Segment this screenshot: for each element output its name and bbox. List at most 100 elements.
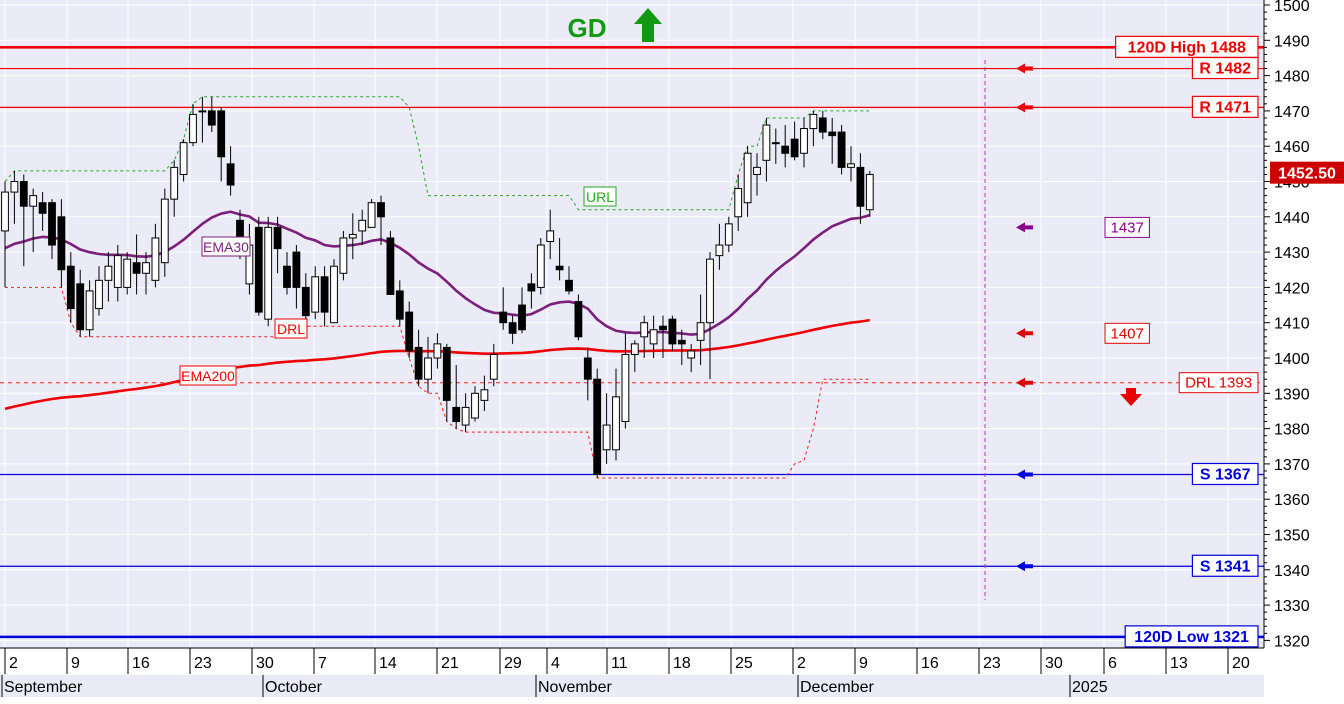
- candle-body-45: [424, 357, 432, 380]
- candle-32: [301, 273, 310, 323]
- candle-52: [489, 343, 498, 387]
- y-tick-label-1380: 1380: [1274, 422, 1310, 439]
- candle-body-9: [85, 290, 94, 331]
- indicator-label-0: 1437: [1111, 219, 1144, 236]
- ema30-tag-box: [201, 236, 251, 257]
- x-tick-label-20: 20: [1232, 655, 1250, 672]
- support-resistance-lines: [0, 46, 1264, 639]
- candle-5: [48, 199, 56, 260]
- candle-body-76: [715, 244, 724, 257]
- month-label-0: September: [4, 679, 83, 696]
- candle-body-52: [489, 353, 498, 380]
- level-arrow-2: [1016, 102, 1033, 113]
- candle-body-60: [565, 279, 573, 292]
- candle-75: [706, 252, 714, 380]
- x-tick-label-18: 6: [1108, 655, 1117, 672]
- candle-body-17: [160, 198, 169, 264]
- month-label-4: 2025: [1072, 679, 1108, 696]
- candle-28: [264, 216, 273, 327]
- candle-body-50: [471, 392, 479, 419]
- candle-body-53: [499, 311, 508, 324]
- candle-20: [189, 103, 197, 147]
- candle-body-29: [273, 226, 282, 250]
- candle-27: [254, 216, 263, 316]
- candle-89: [837, 125, 846, 175]
- indicator-arrow-2: [1016, 377, 1033, 388]
- candle-body-67: [630, 343, 639, 355]
- candle-body-46: [433, 343, 442, 359]
- candle-2: [19, 174, 28, 267]
- signal-marker: GD: [568, 8, 662, 43]
- y-tick-label-1330: 1330: [1274, 598, 1310, 615]
- candle-47: [442, 343, 451, 422]
- y-axis: 1320 1330 1340 1350 1360 1370 1380 1390 1400 1410…: [1263, 0, 1344, 704]
- candle-body-74: [696, 322, 705, 341]
- candle-body-87: [818, 117, 827, 133]
- candle-body-66: [621, 353, 630, 423]
- x-tick-label-8: 29: [504, 655, 522, 672]
- candle-15: [142, 252, 150, 295]
- grid: [0, 0, 1264, 648]
- plot-background: [0, 0, 1264, 648]
- candle-body-42: [395, 290, 404, 320]
- candle-body-32: [301, 286, 310, 317]
- x-tick-label-6: 14: [379, 655, 397, 672]
- candle-87: [818, 110, 827, 140]
- candle-92: [865, 170, 874, 217]
- candle-body-58: [546, 230, 555, 243]
- candle-body-78: [734, 188, 743, 218]
- candle-79: [743, 146, 752, 217]
- candle-body-23: [217, 110, 226, 158]
- indicator-label-1: 1407: [1111, 325, 1144, 342]
- candle-49: [461, 393, 470, 433]
- candle-59: [555, 237, 564, 281]
- candle-body-6: [57, 216, 66, 271]
- y-tick-label-1410: 1410: [1274, 316, 1310, 333]
- level-label-3: S 1367: [1200, 466, 1251, 483]
- candle-35: [330, 259, 338, 324]
- candle-body-90: [847, 163, 855, 168]
- x-tick-label-0: 2: [9, 655, 18, 672]
- x-tick-label-4: 30: [256, 655, 274, 672]
- y-tick-label-1470: 1470: [1274, 104, 1310, 121]
- candle-body-89: [837, 131, 846, 168]
- candle-body-15: [142, 262, 150, 274]
- candle-body-82: [771, 142, 780, 145]
- drl-tag: DRL: [277, 321, 305, 337]
- candle-body-18: [170, 166, 179, 200]
- candle-body-14: [132, 262, 141, 274]
- candle-46: [433, 333, 442, 369]
- candle-63: [593, 368, 602, 479]
- current-price-label: 1452.50: [1278, 166, 1336, 183]
- candle-body-43: [405, 311, 414, 352]
- indicator-arrow-1: [1016, 328, 1033, 339]
- candle-body-2: [19, 181, 28, 207]
- candle-body-44: [414, 346, 423, 380]
- level-arrow-4: [1016, 561, 1033, 572]
- y-tick-label-1460: 1460: [1274, 139, 1310, 156]
- candle-body-8: [76, 283, 85, 331]
- candle-44: [414, 329, 423, 387]
- candle-18: [170, 160, 179, 217]
- candle-body-4: [38, 202, 47, 214]
- candle-body-91: [856, 166, 865, 207]
- candle-body-57: [536, 244, 545, 288]
- candle-62: [583, 347, 592, 401]
- candle-body-70: [659, 325, 667, 331]
- level-arrow-1: [1016, 63, 1033, 74]
- candle-body-3: [29, 195, 38, 207]
- candle-53: [499, 287, 508, 330]
- level-label-1: R 1482: [1199, 61, 1251, 78]
- candle-body-24: [226, 163, 235, 186]
- candle-body-38: [358, 219, 367, 232]
- candle-body-28: [264, 226, 273, 320]
- candle-69: [649, 315, 658, 358]
- candle-85: [800, 117, 808, 168]
- indicator-arrow-0: [1016, 222, 1033, 233]
- candle-body-35: [330, 265, 338, 324]
- candle-22: [207, 96, 216, 133]
- candle-body-48: [452, 406, 461, 423]
- month-label-1: October: [265, 679, 323, 696]
- x-tick-label-15: 16: [921, 655, 939, 672]
- candle-body-72: [677, 339, 686, 345]
